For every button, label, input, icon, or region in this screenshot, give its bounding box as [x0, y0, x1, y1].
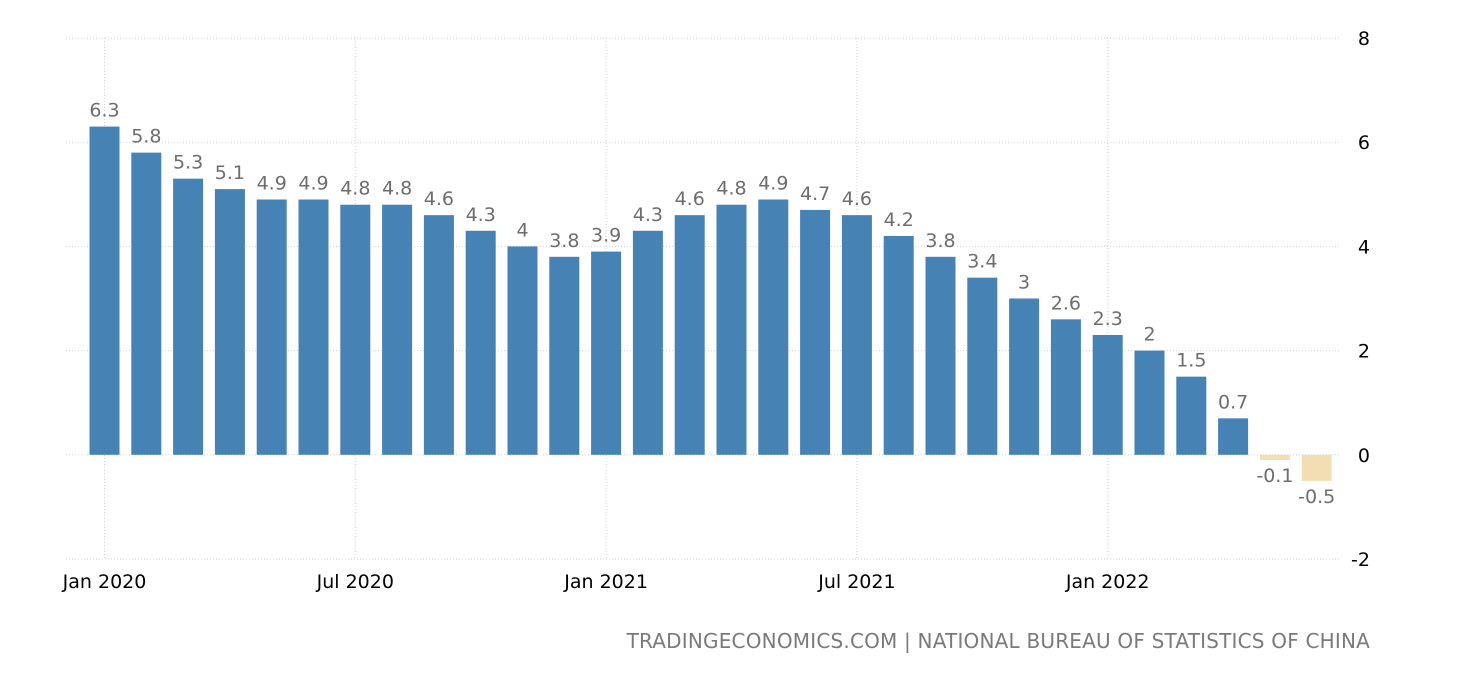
bar	[89, 126, 120, 455]
x-tick-label: Jan 2022	[1065, 571, 1150, 593]
bar	[716, 204, 747, 455]
data-label: 2	[1143, 324, 1155, 346]
y-tick-label: 8	[1358, 28, 1370, 50]
y-tick-label: -2	[1351, 549, 1370, 571]
bar	[967, 277, 998, 455]
data-label: 4.9	[298, 173, 328, 195]
data-label: -0.1	[1256, 465, 1293, 487]
x-tick-label: Jan 2021	[563, 571, 648, 593]
bar	[1259, 454, 1290, 461]
bar	[131, 152, 162, 455]
data-label: 5.3	[173, 152, 203, 174]
bars	[89, 126, 1332, 481]
bar	[925, 256, 956, 455]
data-label: 2.6	[1051, 292, 1081, 314]
data-label: 3.8	[925, 230, 955, 252]
bar	[1301, 454, 1332, 481]
data-label: 3.4	[967, 251, 997, 273]
bar	[1092, 334, 1123, 455]
data-label: 3	[1018, 272, 1030, 294]
bar	[1050, 319, 1081, 455]
bar	[298, 199, 329, 455]
bar	[340, 204, 371, 455]
bar	[800, 209, 831, 455]
bar	[465, 230, 496, 455]
data-labels: 6.3 5.8 5.3 5.1 4.9 4.9 4.8 4.8 4.6 4.3 4 3.8 3.9 4.3…	[89, 100, 1335, 508]
bar	[423, 215, 454, 455]
bar	[382, 204, 413, 455]
y-tick-label: 2	[1358, 341, 1370, 363]
bar	[883, 235, 914, 455]
data-label: 1.5	[1176, 350, 1206, 372]
bar	[549, 256, 580, 455]
bar	[841, 215, 872, 455]
data-label: 4.8	[716, 178, 746, 200]
data-label: 4.6	[675, 188, 705, 210]
source-credit: TRADINGECONOMICS.COM | NATIONAL BUREAU O…	[626, 629, 1370, 653]
data-label: 4.3	[633, 204, 663, 226]
bar	[674, 215, 705, 455]
data-label: -0.5	[1298, 486, 1335, 508]
data-label: 6.3	[89, 100, 119, 122]
x-tick-label: Jul 2020	[316, 571, 394, 593]
bar	[1176, 376, 1207, 455]
data-label: 0.7	[1218, 391, 1248, 413]
data-label: 4.6	[842, 188, 872, 210]
bar	[214, 189, 245, 455]
data-label: 4.2	[884, 209, 914, 231]
data-label: 3.9	[591, 225, 621, 247]
bar	[758, 199, 789, 455]
data-label: 4.3	[466, 204, 496, 226]
data-label: 4.8	[382, 178, 412, 200]
bar	[507, 246, 538, 455]
x-tick-label: Jan 2020	[62, 571, 147, 593]
data-label: 4.6	[424, 188, 454, 210]
data-label: 4.9	[257, 173, 287, 195]
data-label: 4.8	[340, 178, 370, 200]
y-axis-ticks: 8 6 4 2 0 -2	[1351, 28, 1370, 571]
y-tick-label: 4	[1358, 236, 1370, 258]
data-label: 5.8	[131, 126, 161, 148]
x-tick-label: Jul 2021	[817, 571, 895, 593]
bar	[1218, 418, 1249, 455]
bar	[591, 251, 622, 455]
y-tick-label: 6	[1358, 132, 1370, 154]
data-label: 3.8	[549, 230, 579, 252]
y-tick-label: 0	[1358, 445, 1370, 467]
data-label: 4.7	[800, 183, 830, 205]
bar	[256, 199, 287, 455]
x-axis-ticks: Jan 2020 Jul 2020 Jan 2021 Jul 2021 Jan 2022	[62, 571, 1150, 593]
data-label: 4.9	[758, 173, 788, 195]
bar	[632, 230, 663, 455]
data-label: 2.3	[1093, 308, 1123, 330]
data-label: 4	[516, 219, 528, 241]
bar	[173, 178, 204, 455]
bar	[1134, 350, 1165, 455]
bar	[1009, 298, 1040, 455]
data-label: 5.1	[215, 162, 245, 184]
